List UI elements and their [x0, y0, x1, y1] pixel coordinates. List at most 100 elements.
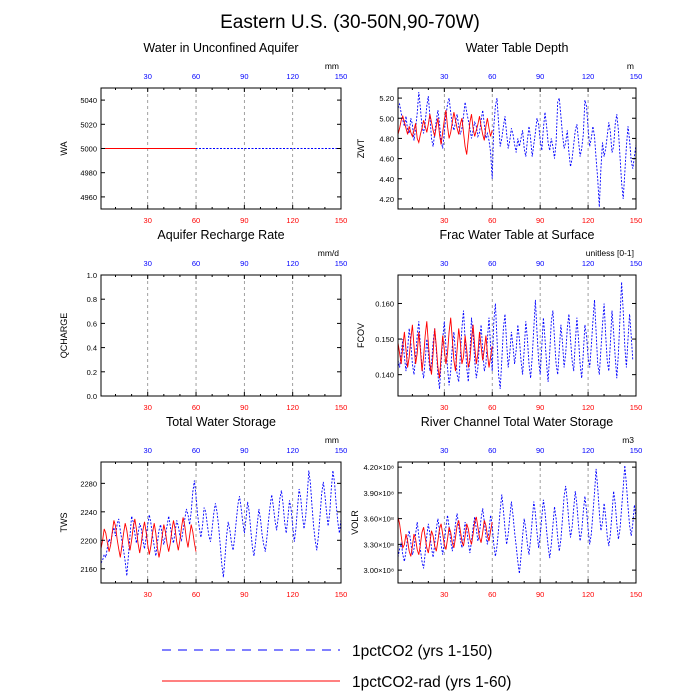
x-tick-label-top: 120: [286, 259, 299, 268]
legend: 1pctCO2 (yrs 1-150) 1pctCO2-rad (yrs 1-60…: [162, 643, 511, 691]
x-tick-label-top: 90: [240, 259, 248, 268]
x-tick-label-bottom: 150: [630, 590, 643, 599]
units-label: unitless [0-1]: [586, 248, 634, 258]
panel-title: Total Water Storage: [166, 415, 276, 429]
series-line-1pctco2-rad: [397, 110, 493, 155]
units-label: mm/d: [318, 248, 340, 258]
plot-frame: [397, 274, 637, 397]
y-axis-label: VOLR: [350, 510, 360, 535]
x-tick-label-bottom: 60: [488, 216, 496, 225]
panel-grid: 4960 4980 5000 5020 5040 30 30 60 60 90 90 120 120 15…: [59, 41, 642, 599]
x-tick-label-bottom: 30: [440, 216, 448, 225]
x-tick-label-top: 60: [488, 259, 496, 268]
y-tick-label: 2160: [80, 565, 97, 574]
plot-frame: [100, 274, 342, 397]
y-tick-label: 3.90×10⁸: [364, 489, 394, 498]
x-tick-label-bottom: 60: [192, 216, 200, 225]
x-tick-label-top: 60: [192, 259, 200, 268]
x-tick-label-bottom: 30: [144, 216, 152, 225]
x-tick-label-top: 150: [630, 72, 643, 81]
x-tick-label-top: 30: [144, 259, 152, 268]
units-label: m: [627, 61, 634, 71]
x-tick-label-bottom: 150: [630, 216, 643, 225]
y-axis-label: QCHARGE: [59, 313, 69, 359]
panel-2: 4.20 4.40 4.60 4.80 5.00 5.20 30 30 60 60 90 90 120 1…: [356, 41, 642, 225]
x-tick-label-bottom: 150: [335, 403, 348, 412]
x-tick-label-top: 150: [630, 259, 643, 268]
y-tick-label: 3.60×10⁸: [364, 515, 394, 524]
x-tick-label-bottom: 90: [240, 216, 248, 225]
x-tick-label-bottom: 90: [240, 590, 248, 599]
x-tick-label-top: 30: [440, 446, 448, 455]
y-tick-label: 4.80: [379, 134, 394, 143]
x-tick-label-top: 90: [240, 72, 248, 81]
panel-title: Aquifer Recharge Rate: [157, 228, 284, 242]
panel-1: 4960 4980 5000 5020 5040 30 30 60 60 90 90 120 120 15…: [59, 41, 347, 225]
y-tick-label: 0.150: [375, 335, 394, 344]
x-tick-label-bottom: 120: [286, 403, 299, 412]
x-tick-label-top: 90: [240, 446, 248, 455]
x-tick-label-bottom: 60: [488, 590, 496, 599]
x-tick-label-top: 120: [582, 72, 595, 81]
x-tick-label-top: 120: [582, 259, 595, 268]
y-tick-label: 5040: [80, 96, 97, 105]
x-tick-label-top: 120: [286, 446, 299, 455]
x-tick-label-top: 90: [536, 72, 544, 81]
x-tick-label-bottom: 120: [582, 216, 595, 225]
x-tick-label-bottom: 150: [335, 216, 348, 225]
x-tick-label-top: 60: [192, 72, 200, 81]
legend-entry: 1pctCO2 (yrs 1-150): [162, 643, 492, 660]
units-label: mm: [325, 435, 339, 445]
y-tick-label: 0.4: [87, 344, 97, 353]
y-tick-label: 4980: [80, 169, 97, 178]
x-tick-label-top: 60: [192, 446, 200, 455]
series-line-1pctco2: [397, 282, 634, 389]
y-axis-label: FCOV: [356, 323, 366, 348]
panel-title: River Channel Total Water Storage: [421, 415, 614, 429]
x-tick-label-top: 120: [286, 72, 299, 81]
y-axis-label: WA: [59, 141, 69, 155]
x-tick-label-top: 30: [440, 259, 448, 268]
y-tick-label: 2280: [80, 479, 97, 488]
x-tick-label-bottom: 150: [630, 403, 643, 412]
x-tick-label-top: 30: [144, 72, 152, 81]
x-tick-label-bottom: 120: [582, 590, 595, 599]
x-tick-label-bottom: 90: [240, 403, 248, 412]
panel-title: Water in Unconfined Aquifer: [143, 41, 298, 55]
panel-3: 0.0 0.2 0.4 0.6 0.8 1.0 30 30 60 60 90 90 120 120 150 1…: [59, 228, 347, 412]
y-tick-label: 5000: [80, 145, 97, 154]
x-tick-label-top: 30: [144, 446, 152, 455]
x-tick-label-top: 120: [582, 446, 595, 455]
x-tick-label-bottom: 60: [192, 403, 200, 412]
x-tick-label-top: 150: [335, 446, 348, 455]
panel-6: 3.00×10⁸ 3.30×10⁸ 3.60×10⁸ 3.90×10⁸ 4.20×10⁸…: [350, 415, 642, 599]
plot-frame: [397, 87, 637, 210]
x-tick-label-top: 150: [630, 446, 643, 455]
y-axis-label: TWS: [59, 513, 69, 533]
x-tick-label-bottom: 120: [286, 590, 299, 599]
y-tick-label: 4.20: [379, 195, 394, 204]
x-tick-label-bottom: 30: [144, 403, 152, 412]
y-tick-label: 0.8: [87, 295, 97, 304]
plot-frame: [397, 461, 637, 584]
units-label: m3: [622, 435, 634, 445]
units-label: mm: [325, 61, 339, 71]
x-tick-label-top: 150: [335, 72, 348, 81]
x-tick-label-top: 60: [488, 72, 496, 81]
y-tick-label: 2240: [80, 508, 97, 517]
series-line-1pctco2: [397, 91, 637, 208]
y-tick-label: 4.40: [379, 175, 394, 184]
series-line-1pctco2: [100, 470, 342, 578]
series-line-1pctco2-rad: [397, 516, 493, 557]
x-tick-label-bottom: 120: [286, 216, 299, 225]
y-tick-label: 3.00×10⁸: [364, 566, 394, 575]
x-tick-label-bottom: 60: [192, 590, 200, 599]
x-tick-label-top: 150: [335, 259, 348, 268]
y-tick-label: 5.20: [379, 94, 394, 103]
y-tick-label: 0.140: [375, 371, 394, 380]
y-tick-label: 3.30×10⁸: [364, 540, 394, 549]
y-tick-label: 0.2: [87, 368, 97, 377]
y-tick-label: 0.6: [87, 319, 97, 328]
x-tick-label-bottom: 30: [440, 590, 448, 599]
